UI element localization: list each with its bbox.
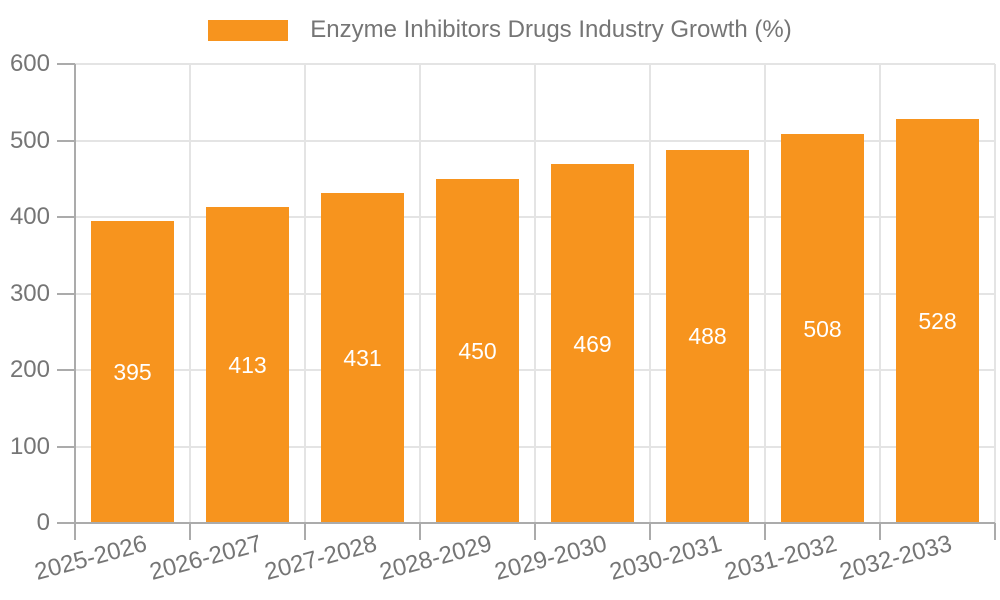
x-tick [879,523,881,540]
bar-value-label: 450 [458,337,497,364]
x-tick [74,523,76,540]
x-tick [189,523,191,540]
y-tick-label: 600 [9,50,50,77]
y-axis-line [74,64,76,540]
bar-value-label: 469 [573,330,612,357]
y-tick [57,216,75,218]
gridline-v [419,64,421,523]
y-tick [57,292,75,295]
bar: 450 [436,178,519,523]
bar-value-label: 508 [803,315,842,342]
bar-value-label: 413 [228,352,267,379]
bar-value-label: 488 [688,323,727,350]
y-tick-label: 400 [9,203,50,230]
bar: 413 [206,207,289,523]
y-tick [57,63,75,65]
gridline-v [764,64,766,523]
gridline-v [649,64,651,523]
bar-value-label: 431 [343,345,382,372]
gridline-v [994,64,996,523]
gridline-v [534,64,536,523]
legend: Enzyme Inhibitors Drugs Industry Growth … [0,16,1000,44]
y-tick [57,445,75,448]
bar-value-label: 528 [918,308,957,335]
bar: 395 [91,220,174,523]
x-tick [534,523,536,540]
bar: 528 [896,119,979,523]
bar: 508 [781,134,864,523]
plot-area: 395 413 431 450 469 488 508 528 [75,63,996,523]
x-tick [649,523,651,540]
gridline-v [304,64,306,523]
y-tick [57,139,75,142]
y-tick-label: 300 [9,279,50,307]
x-tick [304,523,306,540]
y-tick-label: 100 [9,432,50,460]
bar: 488 [666,149,749,523]
x-tick [419,523,421,540]
x-axis-line [57,522,995,524]
y-tick-label: 500 [9,126,50,154]
y-tick-label: 200 [9,356,50,383]
y-tick [57,522,75,524]
bar-value-label: 395 [113,358,152,385]
x-tick [764,523,766,540]
y-tick [57,369,75,371]
bar: 469 [551,164,634,523]
bar: 431 [321,193,404,523]
legend-swatch [208,19,289,41]
gridline-v [879,64,881,523]
x-tick [994,523,996,540]
chart-title: Enzyme Inhibitors Drugs Industry Growth … [310,16,792,43]
y-tick-label: 0 [36,509,50,536]
gridline-v [189,64,191,523]
